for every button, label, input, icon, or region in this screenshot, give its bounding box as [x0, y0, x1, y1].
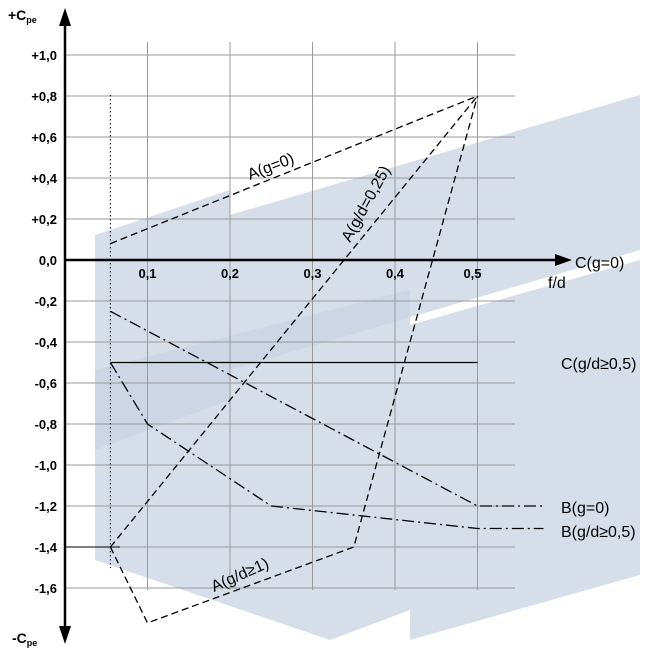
- y-tick-label: -1,2: [35, 499, 57, 514]
- curve-b-g-0: [110, 310, 544, 507]
- y-axis-label-bottom: -Cpe: [12, 630, 37, 648]
- y-axis-label-top-sub: pe: [26, 15, 37, 25]
- y-tick-label: -0,6: [35, 376, 57, 391]
- y-axis-label-top: +Cpe: [8, 7, 37, 25]
- axes: [59, 8, 572, 644]
- y-axis-label-bottom-sub: pe: [27, 638, 38, 648]
- y-axis-arrow-up: [59, 8, 71, 26]
- label-a-g0: A(g=0): [245, 150, 296, 183]
- x-tick-label: 0,4: [386, 266, 405, 281]
- y-tick-label: -0,8: [35, 417, 57, 432]
- curves: [65, 95, 544, 624]
- y-tick-label: +1,0: [31, 48, 57, 63]
- y-tick-label: +0,6: [31, 130, 57, 145]
- x-axis-label: f/d: [548, 275, 566, 292]
- curve-b-g-d-0-5: [109, 362, 544, 530]
- y-tick-label: -0,4: [35, 335, 58, 350]
- y-tick-label: +0,2: [31, 212, 57, 227]
- y-tick-label: +0,4: [31, 171, 57, 186]
- y-tick-label: +0,8: [31, 89, 57, 104]
- label-c-g0: C(g=0): [575, 255, 624, 272]
- x-tick-label: 0,3: [303, 266, 321, 281]
- label-c-gd05: C(g/d≥0,5): [561, 356, 636, 373]
- label-b-g0: B(g=0): [561, 500, 609, 517]
- watermark-shapes: [95, 95, 640, 640]
- x-tick-label: 0,1: [138, 266, 156, 281]
- watermark-shape-4: [410, 260, 640, 640]
- x-axis-arrow: [555, 254, 572, 266]
- y-tick-label: -1,4: [35, 540, 58, 555]
- label-b-gd05: B(g/d≥0,5): [561, 524, 636, 541]
- x-tick-label: 0,5: [463, 266, 481, 281]
- y-tick-label: -0,2: [35, 294, 57, 309]
- tick-labels: +1,0 +0,8 +0,6 +0,4 +0,2 0,0 -0,2 -0,4 -0,6 -0,8 -…: [31, 48, 481, 596]
- x-tick-label: 0,2: [221, 266, 239, 281]
- y-tick-label: -1,6: [35, 581, 57, 596]
- y-axis-arrow-down: [59, 626, 71, 644]
- y-tick-label: -1,0: [35, 458, 57, 473]
- y-tick-label: 0,0: [39, 253, 57, 268]
- curve-a-g-d-0-25: [109, 95, 479, 548]
